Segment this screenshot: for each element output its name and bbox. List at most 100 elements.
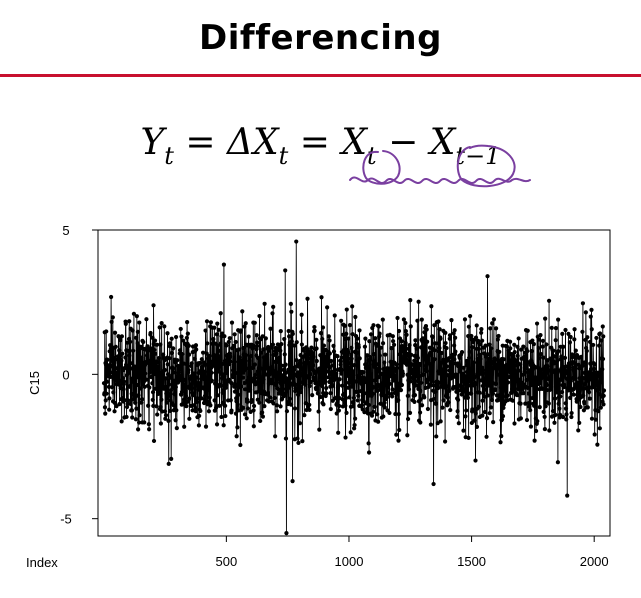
data-point [214, 378, 219, 383]
data-point [310, 350, 315, 356]
data-point [127, 384, 133, 389]
data-point [199, 357, 204, 362]
data-point [289, 309, 294, 314]
data-point [296, 440, 301, 445]
data-point [221, 423, 226, 428]
data-point [483, 343, 488, 348]
data-point [350, 400, 355, 405]
data-point [357, 328, 362, 333]
data-point [597, 343, 602, 348]
data-point [197, 381, 202, 386]
data-point [440, 405, 445, 410]
data-point [290, 479, 295, 484]
data-point [245, 406, 251, 411]
data-point [179, 389, 185, 394]
data-point [349, 356, 354, 361]
data-point [586, 390, 592, 395]
data-point [345, 350, 351, 355]
data-point [330, 383, 335, 388]
data-point [164, 400, 169, 405]
data-point [544, 342, 549, 347]
data-point [465, 361, 470, 366]
data-point [343, 403, 348, 408]
data-point [560, 414, 566, 420]
data-point [351, 395, 356, 400]
data-point [532, 400, 537, 405]
x-axis-label: Index [26, 555, 58, 570]
data-point [130, 328, 135, 333]
data-point [292, 406, 298, 411]
data-point [365, 406, 370, 412]
data-point [160, 409, 165, 414]
data-point [320, 336, 325, 342]
data-point [251, 403, 257, 409]
data-point [454, 386, 459, 391]
data-point [235, 402, 240, 407]
data-point [342, 391, 347, 396]
data-point [399, 382, 405, 388]
data-point [297, 421, 303, 426]
data-point [173, 418, 178, 423]
data-point [229, 381, 234, 386]
data-point [601, 388, 607, 393]
data-point [411, 362, 416, 367]
data-point [320, 325, 326, 330]
data-point [560, 331, 565, 337]
data-point [407, 343, 412, 348]
data-point [119, 334, 124, 339]
data-point [325, 369, 330, 374]
data-point [447, 336, 452, 341]
y-tick-label: 0 [62, 367, 69, 382]
data-point [562, 355, 568, 360]
data-point [468, 391, 474, 396]
data-point [552, 361, 557, 366]
data-point [437, 346, 442, 351]
data-point [392, 377, 398, 382]
data-point [532, 438, 537, 443]
data-point [408, 297, 413, 303]
data-point [371, 352, 377, 357]
data-point [570, 355, 575, 360]
data-point [569, 414, 574, 420]
data-point [528, 424, 534, 429]
data-point [286, 367, 291, 372]
data-point [347, 374, 352, 379]
data-point [467, 355, 472, 361]
data-point [563, 327, 568, 333]
data-point [314, 346, 319, 351]
data-point [135, 427, 141, 432]
data-point [540, 344, 545, 349]
data-point [145, 344, 150, 349]
data-point [418, 388, 423, 393]
data-point [122, 398, 127, 403]
data-point [284, 370, 289, 375]
data-point [558, 394, 563, 399]
data-point [496, 366, 502, 371]
data-point [109, 294, 114, 300]
data-point [296, 370, 301, 375]
data-point [368, 332, 374, 337]
data-point [473, 380, 478, 386]
data-point [334, 371, 339, 376]
data-point [294, 340, 299, 345]
data-point [518, 362, 523, 367]
y-tick-label: -5 [60, 512, 72, 527]
data-point [413, 343, 418, 348]
data-point [281, 379, 286, 385]
data-point [510, 398, 515, 403]
data-point [304, 407, 309, 413]
data-point [270, 342, 276, 347]
x-tick-label: 2000 [580, 554, 609, 569]
data-point [410, 375, 415, 380]
data-point [302, 413, 307, 418]
data-point [349, 384, 355, 389]
data-point [193, 409, 198, 414]
data-point [184, 403, 189, 409]
data-point [305, 296, 310, 301]
data-point [588, 361, 593, 366]
data-point [315, 387, 320, 393]
data-point [133, 400, 138, 405]
data-point [177, 348, 183, 353]
data-point [224, 382, 229, 388]
data-point [312, 324, 317, 330]
